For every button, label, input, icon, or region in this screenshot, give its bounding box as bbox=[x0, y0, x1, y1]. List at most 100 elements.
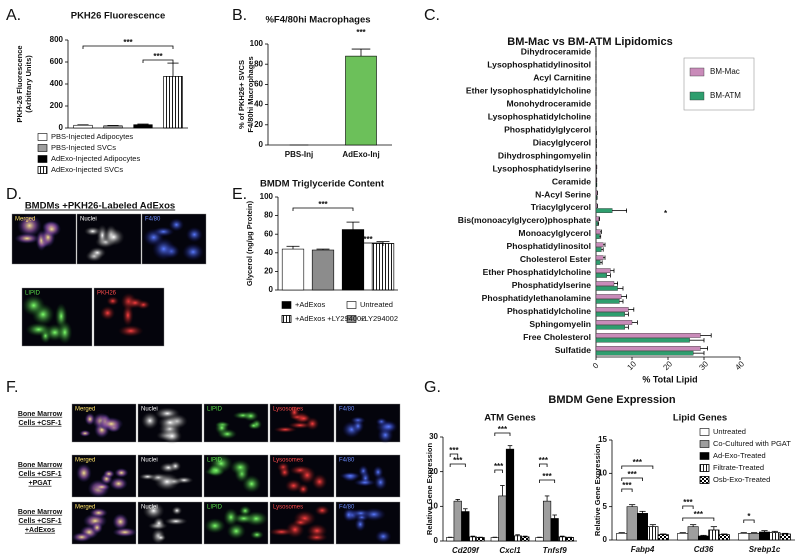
y-tick-label: 20 bbox=[264, 267, 273, 276]
bar bbox=[595, 234, 600, 239]
panel-letter: D. bbox=[6, 186, 22, 203]
y-tick-label: 0 bbox=[269, 285, 274, 294]
row-label: Cells +CSF-1 bbox=[19, 518, 62, 525]
x-tick-label: 0 bbox=[591, 361, 601, 371]
x-axis-label: % Total Lipid bbox=[642, 374, 697, 384]
y-tick-label: Monohydroceramide bbox=[506, 99, 591, 109]
channel-label: LIPID bbox=[207, 505, 223, 511]
cell-signal bbox=[122, 304, 134, 327]
bar bbox=[311, 249, 335, 291]
panel-letter: B. bbox=[232, 7, 247, 24]
bar bbox=[595, 333, 701, 338]
legend-label: +AdExos bbox=[295, 300, 325, 309]
bar bbox=[677, 533, 689, 541]
bar bbox=[505, 448, 515, 542]
bar bbox=[595, 346, 701, 351]
significance-label: *** bbox=[318, 200, 328, 209]
x-tick-label: PBS-Inj bbox=[285, 150, 313, 159]
cell-signal bbox=[57, 320, 73, 345]
significance-bracket bbox=[352, 242, 384, 246]
x-tick-label: Cd209f bbox=[452, 546, 480, 555]
cell-signal bbox=[151, 237, 176, 261]
cell-signal bbox=[162, 428, 183, 444]
row-label: Cells +CSF-1 bbox=[19, 471, 62, 478]
x-tick-label: 30 bbox=[697, 359, 710, 372]
x-tick-label: Cxcl1 bbox=[499, 546, 521, 555]
cell-signal bbox=[226, 522, 246, 540]
legend-swatch bbox=[689, 67, 705, 77]
cell-signal bbox=[168, 218, 185, 232]
channel-label: F4/80 bbox=[145, 217, 161, 223]
cell-signal bbox=[381, 421, 397, 432]
y-axis-label: (Arbitrary Units) bbox=[24, 55, 33, 113]
legend-label: PBS-Injected Adipocytes bbox=[51, 132, 133, 141]
cell-signal bbox=[185, 226, 203, 243]
bar bbox=[595, 195, 597, 200]
cell-signal bbox=[138, 473, 157, 481]
y-tick-label: Cholesterol Ester bbox=[520, 254, 592, 264]
bar bbox=[616, 533, 628, 541]
bar bbox=[595, 281, 615, 286]
significance-label: *** bbox=[363, 235, 373, 244]
significance-label: *** bbox=[694, 510, 704, 519]
legend-swatch bbox=[37, 144, 48, 152]
cell-signal bbox=[88, 246, 107, 259]
channel-label: F4/80 bbox=[339, 458, 355, 464]
cell-signal bbox=[89, 508, 108, 518]
cell-signal bbox=[164, 517, 188, 526]
legend-swatch bbox=[346, 315, 357, 323]
cell-signal bbox=[25, 322, 52, 337]
legend-label: Co-Cultured with PGAT bbox=[713, 439, 791, 448]
panel-letter: E. bbox=[232, 186, 247, 203]
y-tick-label: Sphingomyelin bbox=[529, 319, 591, 329]
cell-signal bbox=[158, 415, 182, 430]
cell-signal bbox=[42, 221, 62, 237]
cell-signal bbox=[247, 421, 260, 430]
legend-label: BM-ATM bbox=[710, 91, 741, 100]
chart-title: BMDM Triglyceride Content bbox=[260, 179, 385, 190]
legend-label: +LY294002 bbox=[360, 314, 398, 323]
y-tick-label: Lysophosphatidylcholine bbox=[488, 112, 592, 122]
bar bbox=[595, 311, 625, 317]
y-tick-label: 60 bbox=[254, 80, 263, 89]
significance-bracket bbox=[449, 463, 466, 467]
y-tick-label: 30 bbox=[429, 432, 438, 441]
significance-label: *** bbox=[683, 498, 693, 507]
y-tick-label: 20 bbox=[254, 120, 263, 129]
significance-bracket bbox=[494, 432, 511, 436]
channel-label: Nuclei bbox=[141, 505, 158, 511]
bar bbox=[759, 531, 770, 541]
cell-signal bbox=[142, 501, 165, 520]
bar-hatch bbox=[718, 534, 730, 541]
significance-label: *** bbox=[622, 481, 632, 490]
cell-signal bbox=[229, 459, 251, 476]
row-label: Bone Marrow bbox=[18, 411, 63, 418]
significance-bracket bbox=[621, 488, 633, 492]
bar-hatch bbox=[657, 534, 669, 541]
y-tick-label: 10 bbox=[429, 501, 438, 510]
cell-signal bbox=[100, 305, 116, 321]
row-label: Bone Marrow bbox=[18, 462, 63, 469]
y-tick-label: Bis(monoacylglycero)phosphate bbox=[458, 215, 591, 225]
chart-title: PKH26 Fluorescence bbox=[71, 11, 166, 22]
legend-swatch-hatch bbox=[37, 166, 48, 174]
significance-label: *** bbox=[498, 425, 508, 434]
chart-title: Lipid Genes bbox=[673, 413, 727, 424]
channel-label: Nuclei bbox=[141, 458, 158, 464]
cell-signal bbox=[22, 294, 46, 317]
significance-label: *** bbox=[356, 28, 366, 37]
x-tick-label: Tnfsf9 bbox=[543, 546, 568, 555]
significance-label: * bbox=[747, 512, 751, 521]
legend-swatch bbox=[699, 428, 710, 436]
y-tick-label: 0 bbox=[59, 123, 64, 132]
cell-signal bbox=[372, 465, 384, 479]
legend-swatch bbox=[699, 452, 710, 460]
y-tick-label: Phosphatidylcholine bbox=[507, 306, 591, 316]
y-tick-label: Lysophosphatidylserine bbox=[492, 163, 591, 173]
significance-label: *** bbox=[633, 458, 643, 467]
cell-signal bbox=[17, 214, 42, 237]
significance-bracket bbox=[743, 519, 755, 523]
cell-signal bbox=[278, 466, 291, 479]
legend-swatch bbox=[281, 301, 292, 309]
y-tick-label: Ceramide bbox=[552, 176, 591, 186]
